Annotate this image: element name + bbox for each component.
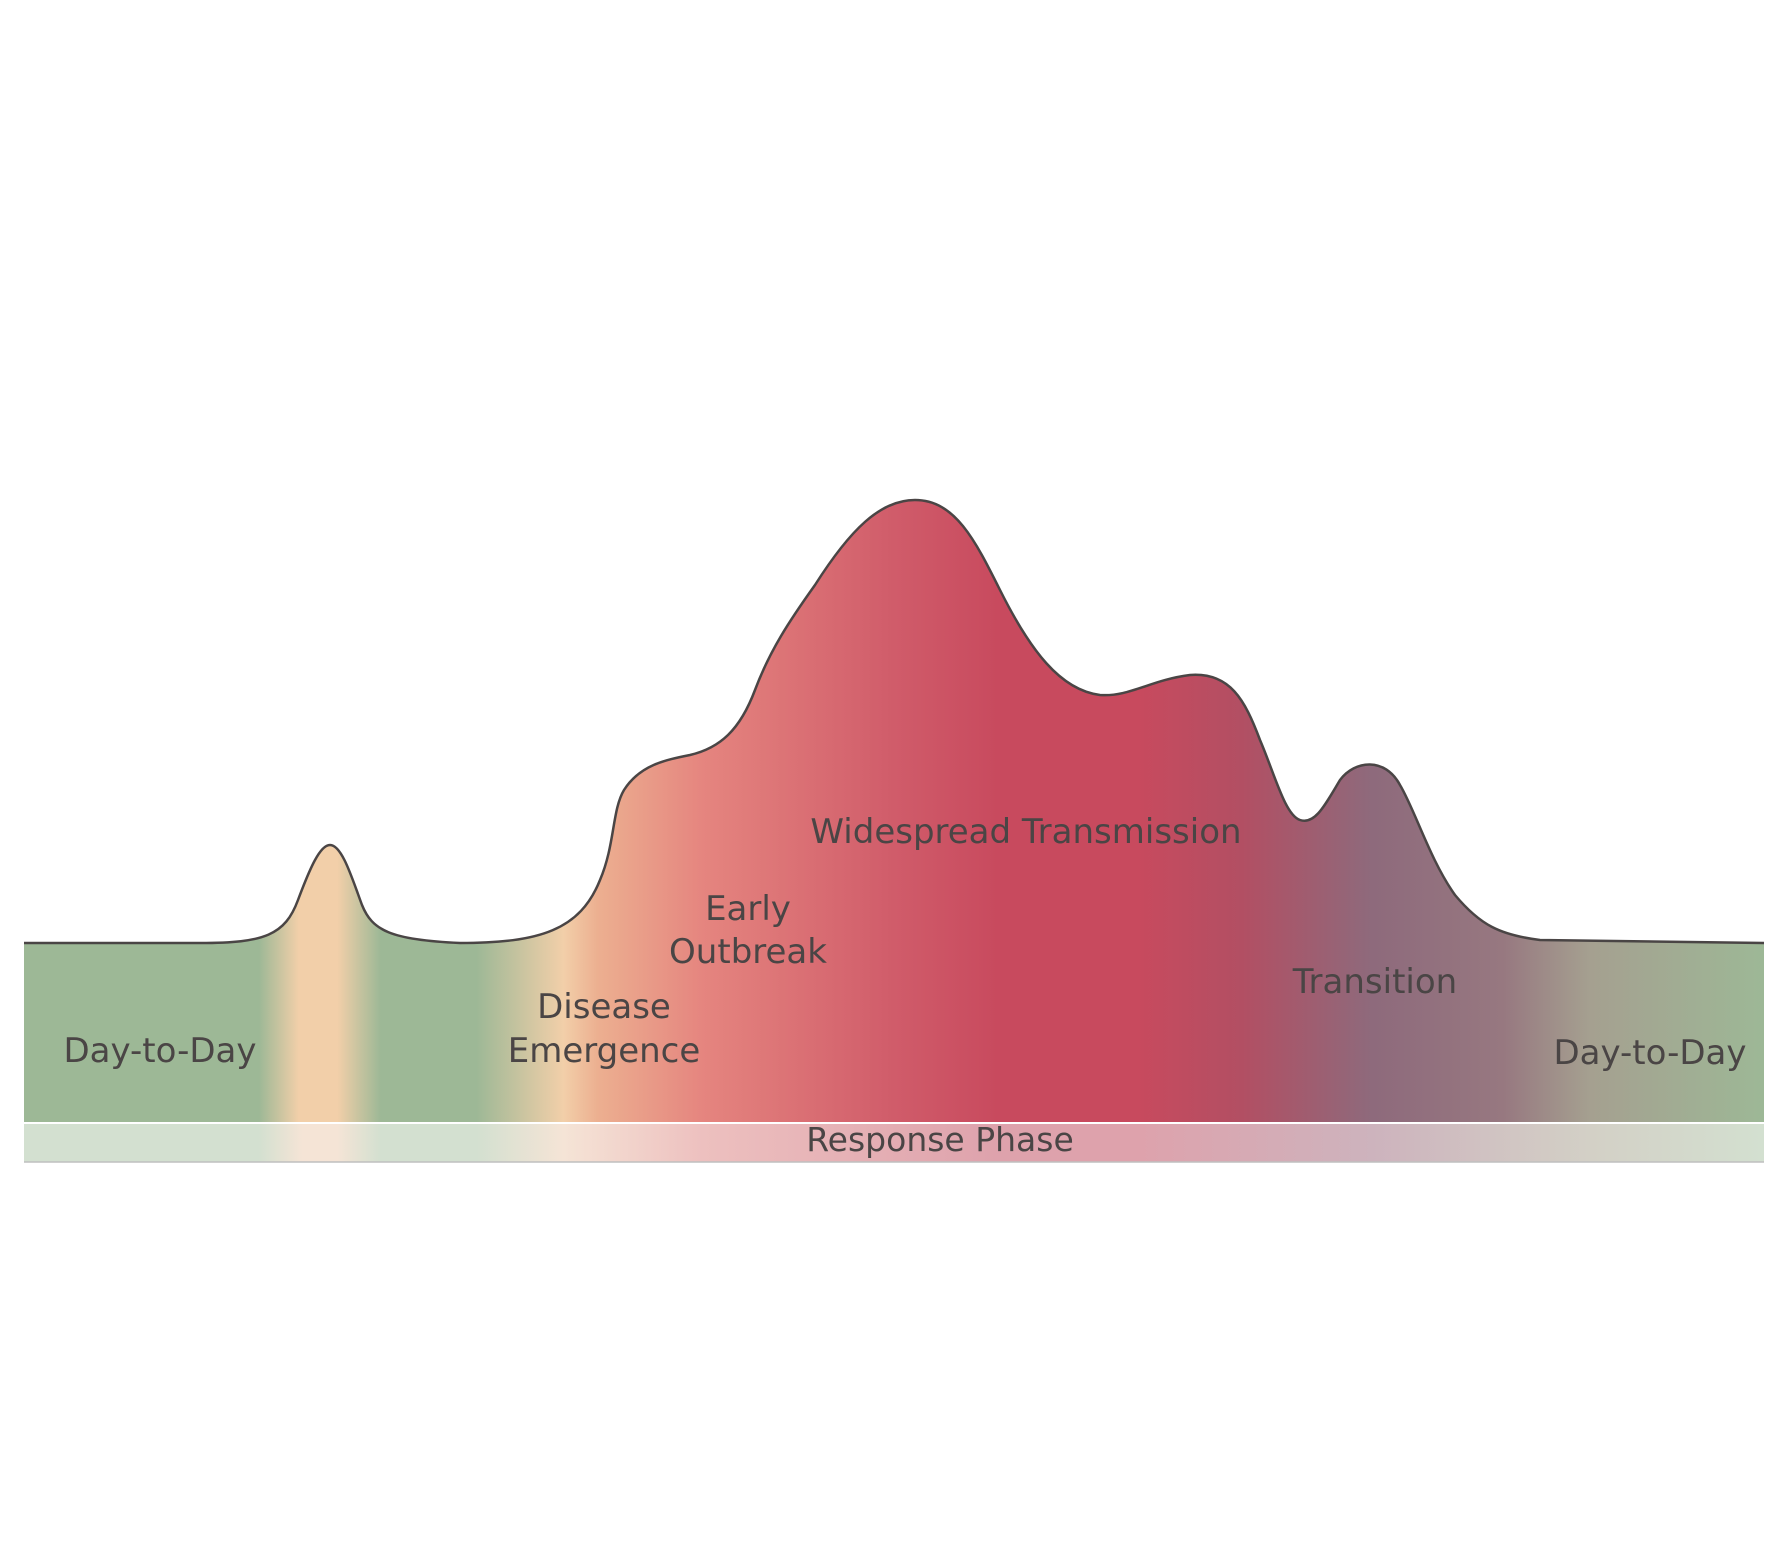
response-phase-label: Response Phase [806,1120,1074,1159]
phase-wave-outline [24,498,1765,945]
disease-emergence-label-line1: Disease [537,987,671,1027]
transition-label: Transition [1292,962,1457,1002]
widespread-transmission-label: Widespread Transmission [810,812,1241,852]
phase-wave-area [24,500,1764,1122]
early-outbreak-label-line2: Outbreak [669,932,827,972]
day-to-day-left-label: Day-to-Day [64,1031,257,1071]
disease-emergence-label-line2: Emergence [508,1031,701,1071]
day-to-day-right-label: Day-to-Day [1554,1033,1747,1073]
response-phase-bar [24,1124,1764,1162]
early-outbreak-label-line1: Early [705,889,791,929]
